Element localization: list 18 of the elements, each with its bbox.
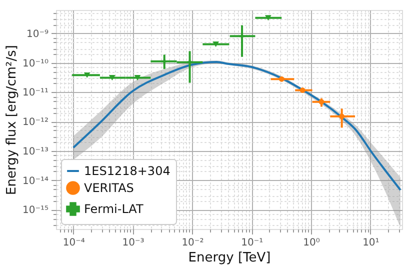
x-axis-title: Energy [TeV] (188, 250, 271, 266)
y-tick-label: 10⁻¹² (22, 117, 48, 128)
y-tick-label: 10⁻¹³ (22, 146, 48, 158)
legend-label: 1ES1218+304 (84, 164, 170, 178)
x-tick-label: 10⁰ (303, 238, 320, 248)
x-tick-label: 10⁻³ (122, 238, 144, 248)
y-tick-label: 10⁻¹¹ (22, 88, 48, 99)
y-tick-label: 10⁻⁹ (26, 28, 48, 40)
x-tick-label: 10¹ (362, 238, 380, 248)
y-tick-label: 10⁻¹⁰ (22, 58, 48, 70)
x-tick-label: 10⁻⁴ (62, 238, 85, 248)
y-tick-label: 10⁻¹⁵ (22, 205, 48, 216)
x-tick-label: 10⁻² (182, 238, 204, 248)
y-tick-label: 10⁻¹⁴ (22, 176, 48, 187)
y-axis-title: Energy flux [erg/cm²/s] (4, 45, 20, 195)
x-tick-label: 10⁻¹ (241, 238, 264, 248)
legend-label: VERITAS (84, 181, 134, 195)
legend-label: Fermi-LAT (84, 202, 144, 216)
